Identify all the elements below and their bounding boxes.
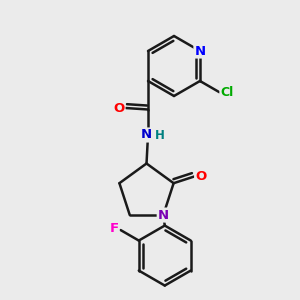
Text: N: N (141, 128, 152, 142)
Text: H: H (154, 129, 164, 142)
Text: Cl: Cl (220, 86, 234, 99)
Text: N: N (194, 44, 206, 58)
Text: F: F (110, 222, 118, 235)
Text: O: O (113, 101, 124, 115)
Text: O: O (195, 170, 206, 183)
Text: N: N (158, 208, 169, 222)
